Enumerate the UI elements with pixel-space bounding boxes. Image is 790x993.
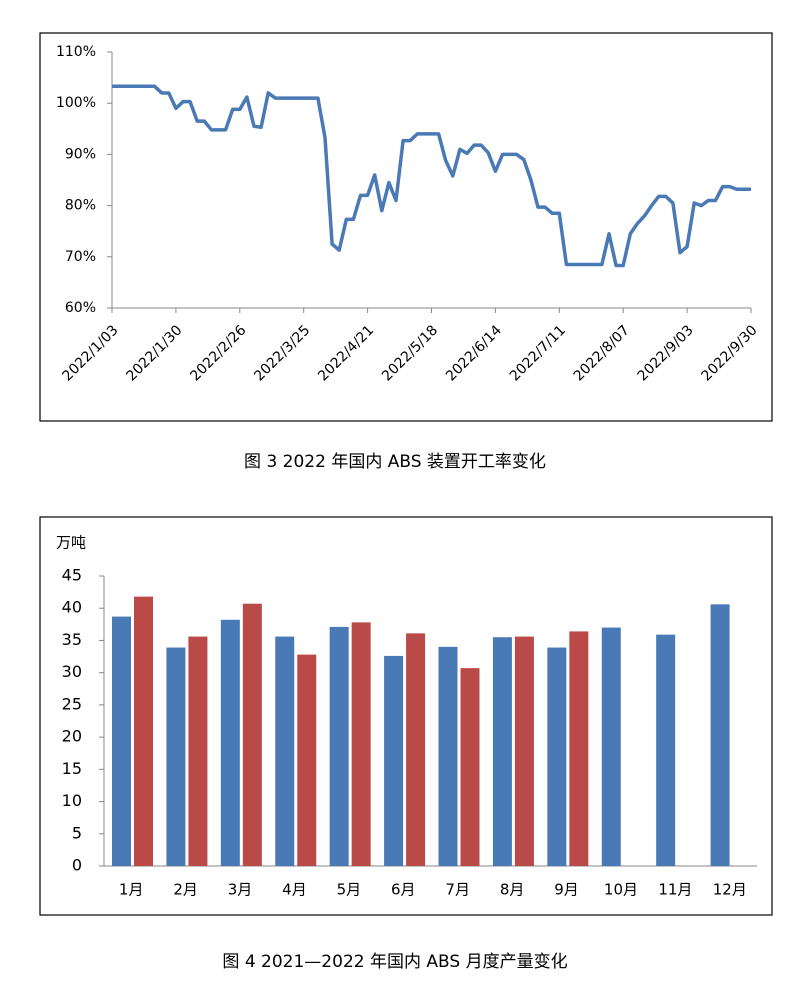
x-tick-label: 10月 xyxy=(604,881,638,899)
y-tick-label: 30 xyxy=(62,662,82,681)
x-tick-label: 2022/6/14 xyxy=(443,322,505,384)
y-tick-label: 60% xyxy=(65,300,96,316)
bar xyxy=(112,616,131,866)
bar xyxy=(329,626,349,866)
y-tick-label: 15 xyxy=(62,759,82,778)
bar xyxy=(166,647,186,866)
y-tick-label: 80% xyxy=(65,198,96,214)
x-tick-label: 2022/3/25 xyxy=(251,322,313,384)
x-tick-label: 8月 xyxy=(500,881,525,899)
x-tick-label: 12月 xyxy=(713,881,747,899)
bar xyxy=(547,647,567,866)
x-tick-label: 2022/9/30 xyxy=(699,322,761,384)
y-tick-label: 90% xyxy=(65,146,96,162)
bar xyxy=(188,636,208,866)
x-tick-label: 5月 xyxy=(337,881,362,899)
bar xyxy=(492,637,512,866)
bar xyxy=(656,634,676,866)
bar xyxy=(351,622,371,866)
bar xyxy=(297,654,317,866)
y-tick-label: 45 xyxy=(62,566,82,585)
x-tick-label: 2022/9/03 xyxy=(635,322,697,384)
x-tick-label: 6月 xyxy=(391,881,416,899)
bar xyxy=(275,636,295,866)
data-line xyxy=(112,84,751,268)
y-tick-label: 25 xyxy=(62,694,82,713)
bar xyxy=(569,631,589,866)
x-tick-label: 3月 xyxy=(228,881,253,899)
y-tick-label: 40 xyxy=(62,598,82,617)
x-tick-label: 1月 xyxy=(119,881,144,899)
chart-frame xyxy=(39,32,773,422)
y-tick-label: 5 xyxy=(72,823,82,842)
y-tick-label: 10 xyxy=(62,791,82,810)
bar xyxy=(134,596,153,866)
bar xyxy=(384,655,404,866)
y-tick-label: 35 xyxy=(62,630,82,649)
x-tick-label: 2022/8/07 xyxy=(571,322,633,384)
bar xyxy=(242,603,262,866)
bar xyxy=(220,619,240,866)
x-tick-label: 2022/4/21 xyxy=(315,322,377,384)
chart-frame xyxy=(39,516,773,916)
bar xyxy=(438,646,458,866)
x-tick-label: 4月 xyxy=(282,881,307,899)
x-tick-label: 2022/2/26 xyxy=(187,322,249,384)
y-tick-label: 100% xyxy=(56,95,96,111)
x-tick-label: 11月 xyxy=(658,881,692,899)
bar xyxy=(514,636,534,866)
y-tick-label: 0 xyxy=(72,856,82,875)
x-tick-label: 2022/5/18 xyxy=(379,322,441,384)
y-tick-label: 70% xyxy=(65,249,96,265)
y-tick-label: 110% xyxy=(56,44,96,60)
x-tick-label: 7月 xyxy=(445,881,470,899)
x-tick-label: 2月 xyxy=(173,881,198,899)
x-tick-label: 2022/1/30 xyxy=(123,322,185,384)
y-tick-label: 20 xyxy=(62,727,82,746)
bar xyxy=(460,668,480,866)
x-tick-label: 2022/1/03 xyxy=(60,322,122,384)
y-axis-label: 万吨 xyxy=(56,534,86,552)
caption: 图 3 2022 年国内 ABS 装置开工率变化 xyxy=(244,452,546,472)
x-tick-label: 9月 xyxy=(554,881,579,899)
bar xyxy=(406,633,426,866)
bar xyxy=(601,627,621,866)
caption: 图 4 2021—2022 年国内 ABS 月度产量变化 xyxy=(222,952,567,972)
x-tick-label: 2022/7/11 xyxy=(507,322,569,384)
bar xyxy=(710,604,730,866)
